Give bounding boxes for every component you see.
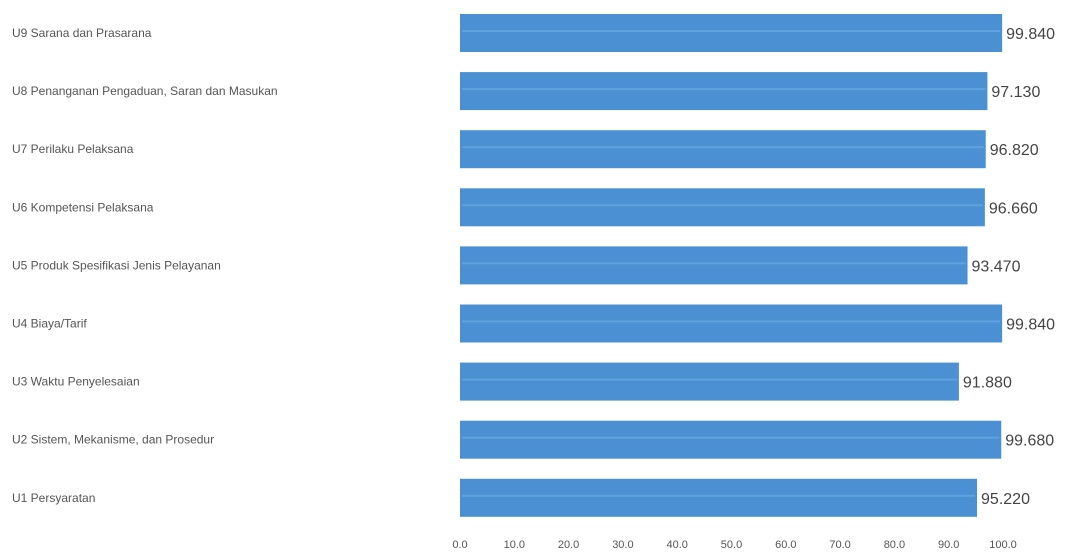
value-label: 99.840 <box>1006 26 1055 43</box>
value-label: 96.660 <box>989 200 1038 217</box>
bar-highlight <box>462 320 1001 323</box>
x-tick-label: 60.0 <box>775 539 796 551</box>
category-label: U4 Biaya/Tarif <box>12 317 87 331</box>
category-label: U7 Perilaku Pelaksana <box>12 142 134 156</box>
bar-highlight <box>462 204 983 207</box>
value-label: 99.680 <box>1005 433 1054 450</box>
x-tick-label: 20.0 <box>558 539 579 551</box>
bar <box>460 130 986 169</box>
x-tick-label: 30.0 <box>612 539 633 551</box>
bar <box>460 304 1003 343</box>
category-label: U2 Sistem, Mekanisme, dan Prosedur <box>12 433 214 447</box>
bar <box>460 14 1003 52</box>
category-label: U1 Persyaratan <box>12 491 95 505</box>
bar <box>460 72 988 111</box>
value-label: 95.220 <box>981 491 1030 508</box>
bar <box>460 246 968 285</box>
bar <box>460 188 985 227</box>
x-tick-label: 90.0 <box>938 539 959 551</box>
x-tick-label: 50.0 <box>721 539 742 551</box>
bar <box>460 478 978 517</box>
bar-highlight <box>462 494 976 497</box>
value-label: 93.470 <box>972 258 1021 275</box>
category-label: U5 Produk Spesifikasi Jenis Pelayanan <box>12 258 221 272</box>
bar-highlight <box>462 146 984 149</box>
bar-highlight <box>462 436 1000 439</box>
bar-highlight <box>462 378 957 381</box>
value-label: 97.130 <box>991 84 1040 101</box>
category-label: U3 Waktu Penyelesaian <box>12 375 140 389</box>
category-label: U9 Sarana dan Prasarana <box>12 26 152 40</box>
category-label: U8 Penanganan Pengaduan, Saran dan Masuk… <box>12 84 278 98</box>
bar <box>460 362 959 401</box>
category-labels-group: U9 Sarana dan Prasarana U8 Penanganan Pen… <box>12 26 278 505</box>
bar <box>460 420 1002 459</box>
x-tick-label: 10.0 <box>504 539 525 551</box>
x-tick-label: 80.0 <box>884 539 905 551</box>
x-tick-label: 0.0 <box>452 539 467 551</box>
value-label: 91.880 <box>963 375 1012 392</box>
x-tick-label: 40.0 <box>666 539 687 551</box>
value-label: 96.820 <box>990 142 1039 159</box>
category-label: U6 Kompetensi Pelaksana <box>12 200 154 214</box>
x-tick-label: 70.0 <box>829 539 850 551</box>
bar-highlight <box>462 29 1001 32</box>
x-tick-label: 100.0 <box>989 539 1017 551</box>
value-label: 99.840 <box>1006 317 1055 334</box>
value-labels-group: 99.840 97.130 96.820 96.660 93.470 99.840 91.8… <box>963 26 1055 508</box>
bar-highlight <box>462 262 966 265</box>
x-axis-ticks-group: 0.0 10.0 20.0 30.0 40.0 50.0 60.0 70.0 80.0 90.0 1… <box>452 539 1016 551</box>
bars-group <box>460 14 1003 517</box>
bar-highlight <box>462 88 986 91</box>
